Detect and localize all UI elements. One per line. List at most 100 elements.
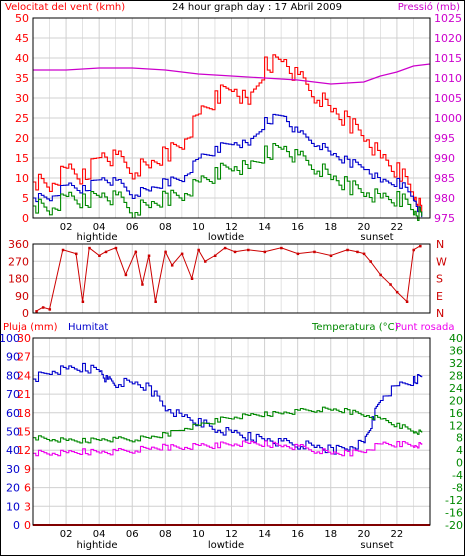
- temperature-tick-label: 16: [449, 407, 463, 420]
- wind-speed-tick-label: 40: [15, 52, 29, 65]
- lowtide-marker: lowtide: [208, 540, 244, 551]
- wind-direction-point: [104, 250, 108, 254]
- wind-direction-point: [412, 248, 415, 252]
- humidity-tick-label: 30: [6, 463, 20, 476]
- temperature-tick-label: 0: [456, 457, 463, 470]
- rain-tick-label: 18: [17, 407, 31, 420]
- x-tick-label: 12: [225, 222, 238, 233]
- humidity-tick-label: 50: [6, 426, 20, 439]
- wind-direction-point: [280, 246, 283, 250]
- x-tick-label: 02: [60, 222, 73, 233]
- humidity-tick-label: 10: [6, 500, 20, 513]
- x-tick-label: 18: [324, 222, 337, 233]
- x-tick-label: 08: [159, 222, 172, 233]
- wind-direction-point: [170, 264, 174, 267]
- rain-tick-label: 24: [17, 369, 31, 382]
- wind-speed-tick-label: 45: [15, 32, 29, 45]
- direction-tick-label: 270: [8, 255, 29, 268]
- wind-minimum-line: [33, 143, 423, 221]
- wind-direction-point: [75, 252, 78, 256]
- x-tick-label: 02: [60, 529, 73, 540]
- wind-direction-point: [247, 248, 250, 252]
- wind-direction-point: [141, 283, 144, 286]
- direction-letter: N: [436, 238, 444, 251]
- humidity-tick-label: 90: [6, 351, 20, 364]
- humidity-tick-label: 40: [6, 444, 20, 457]
- humidity-tick-label: 80: [6, 369, 20, 382]
- wind-direction-point: [369, 260, 372, 263]
- graph-title: 24 hour graph day : 17 Abril 2009: [172, 2, 342, 13]
- x-tick-label: 12: [225, 529, 238, 540]
- wind-direction-point: [313, 250, 316, 254]
- dewpoint-line: [33, 440, 423, 457]
- x-tick-label: 22: [391, 529, 404, 540]
- wind-direction-point: [147, 254, 151, 257]
- wind-direction-point: [88, 246, 91, 250]
- humidity-temperature-frame: [32, 337, 431, 526]
- direction-tick-label: 0: [22, 307, 29, 320]
- pressure-tick-label: 1010: [434, 72, 462, 85]
- pressure-tick-label: 1015: [434, 52, 462, 65]
- temperature-tick-label: 12: [449, 419, 463, 432]
- lowtide-marker: lowtide: [208, 232, 244, 243]
- pressure-tick-label: 990: [434, 152, 455, 165]
- direction-letter: S: [436, 273, 443, 286]
- x-tick-label: 14: [258, 529, 271, 540]
- wind-speed-axis-label: Velocitat del vent (kmh): [5, 2, 125, 13]
- dewpoint-axis-label: Punt rosada: [395, 322, 454, 333]
- wind-direction-point: [223, 246, 227, 250]
- temperature-tick-label: 8: [456, 432, 463, 445]
- wind-speed-tick-label: 25: [15, 112, 29, 125]
- humidity-axis-label: Humitat: [68, 322, 108, 333]
- wind-speed-tick-label: 50: [15, 12, 29, 25]
- direction-letter: E: [436, 290, 443, 303]
- wind-direction-point: [48, 308, 52, 311]
- x-tick-label: 22: [391, 222, 404, 233]
- rain-tick-label: 27: [17, 351, 31, 364]
- pressure-axis-label: Pressió (mb): [398, 1, 460, 13]
- rain-tick-label: 0: [24, 519, 31, 532]
- wind-direction-point: [233, 250, 237, 254]
- wind-direction-point: [154, 300, 157, 303]
- wind-direction-point: [296, 252, 300, 256]
- wind-speed-tick-label: 10: [15, 172, 29, 185]
- wind-direction-point: [405, 300, 409, 303]
- temperature-tick-label: -12: [445, 494, 463, 507]
- wind-direction-point: [190, 277, 194, 280]
- wind-direction-point: [356, 250, 359, 254]
- wind-direction-point: [197, 248, 200, 252]
- pressure-tick-label: 1025: [434, 12, 462, 25]
- wind-direction-point: [41, 306, 45, 309]
- humidity-tick-label: 60: [6, 407, 20, 420]
- wind-direction-point: [61, 248, 65, 252]
- x-tick-label: 20: [357, 222, 370, 233]
- wind-direction-point: [362, 252, 366, 256]
- wind-gust-line: [33, 54, 423, 213]
- direction-letter: N: [436, 307, 444, 320]
- pressure-tick-label: 1005: [434, 92, 462, 105]
- wind-direction-point: [134, 250, 138, 254]
- x-tick-label: 16: [291, 222, 304, 233]
- temperature-axis-label: Temperatura (°C): [311, 322, 399, 333]
- rain-tick-label: 15: [17, 426, 31, 439]
- rain-tick-label: 9: [24, 463, 31, 476]
- wind-direction-point: [329, 254, 333, 257]
- pressure-tick-label: 975: [434, 212, 455, 225]
- x-tick-label: 06: [126, 222, 139, 233]
- temperature-tick-label: -20: [445, 519, 463, 532]
- wind-speed-tick-label: 0: [22, 212, 29, 225]
- wind-direction-point: [213, 254, 217, 257]
- direction-tick-label: 90: [15, 290, 29, 303]
- rain-tick-label: 21: [17, 388, 31, 401]
- temperature-tick-label: 24: [449, 382, 463, 395]
- wind-direction-line: [36, 245, 421, 312]
- wind-direction-point: [379, 273, 382, 277]
- direction-tick-label: 180: [8, 273, 29, 286]
- wind-direction-point: [419, 244, 422, 248]
- direction-letter: W: [436, 255, 447, 268]
- wind-direction-frame: [32, 243, 431, 314]
- sunset-marker: sunset: [360, 232, 393, 243]
- wind-direction-point: [81, 300, 85, 303]
